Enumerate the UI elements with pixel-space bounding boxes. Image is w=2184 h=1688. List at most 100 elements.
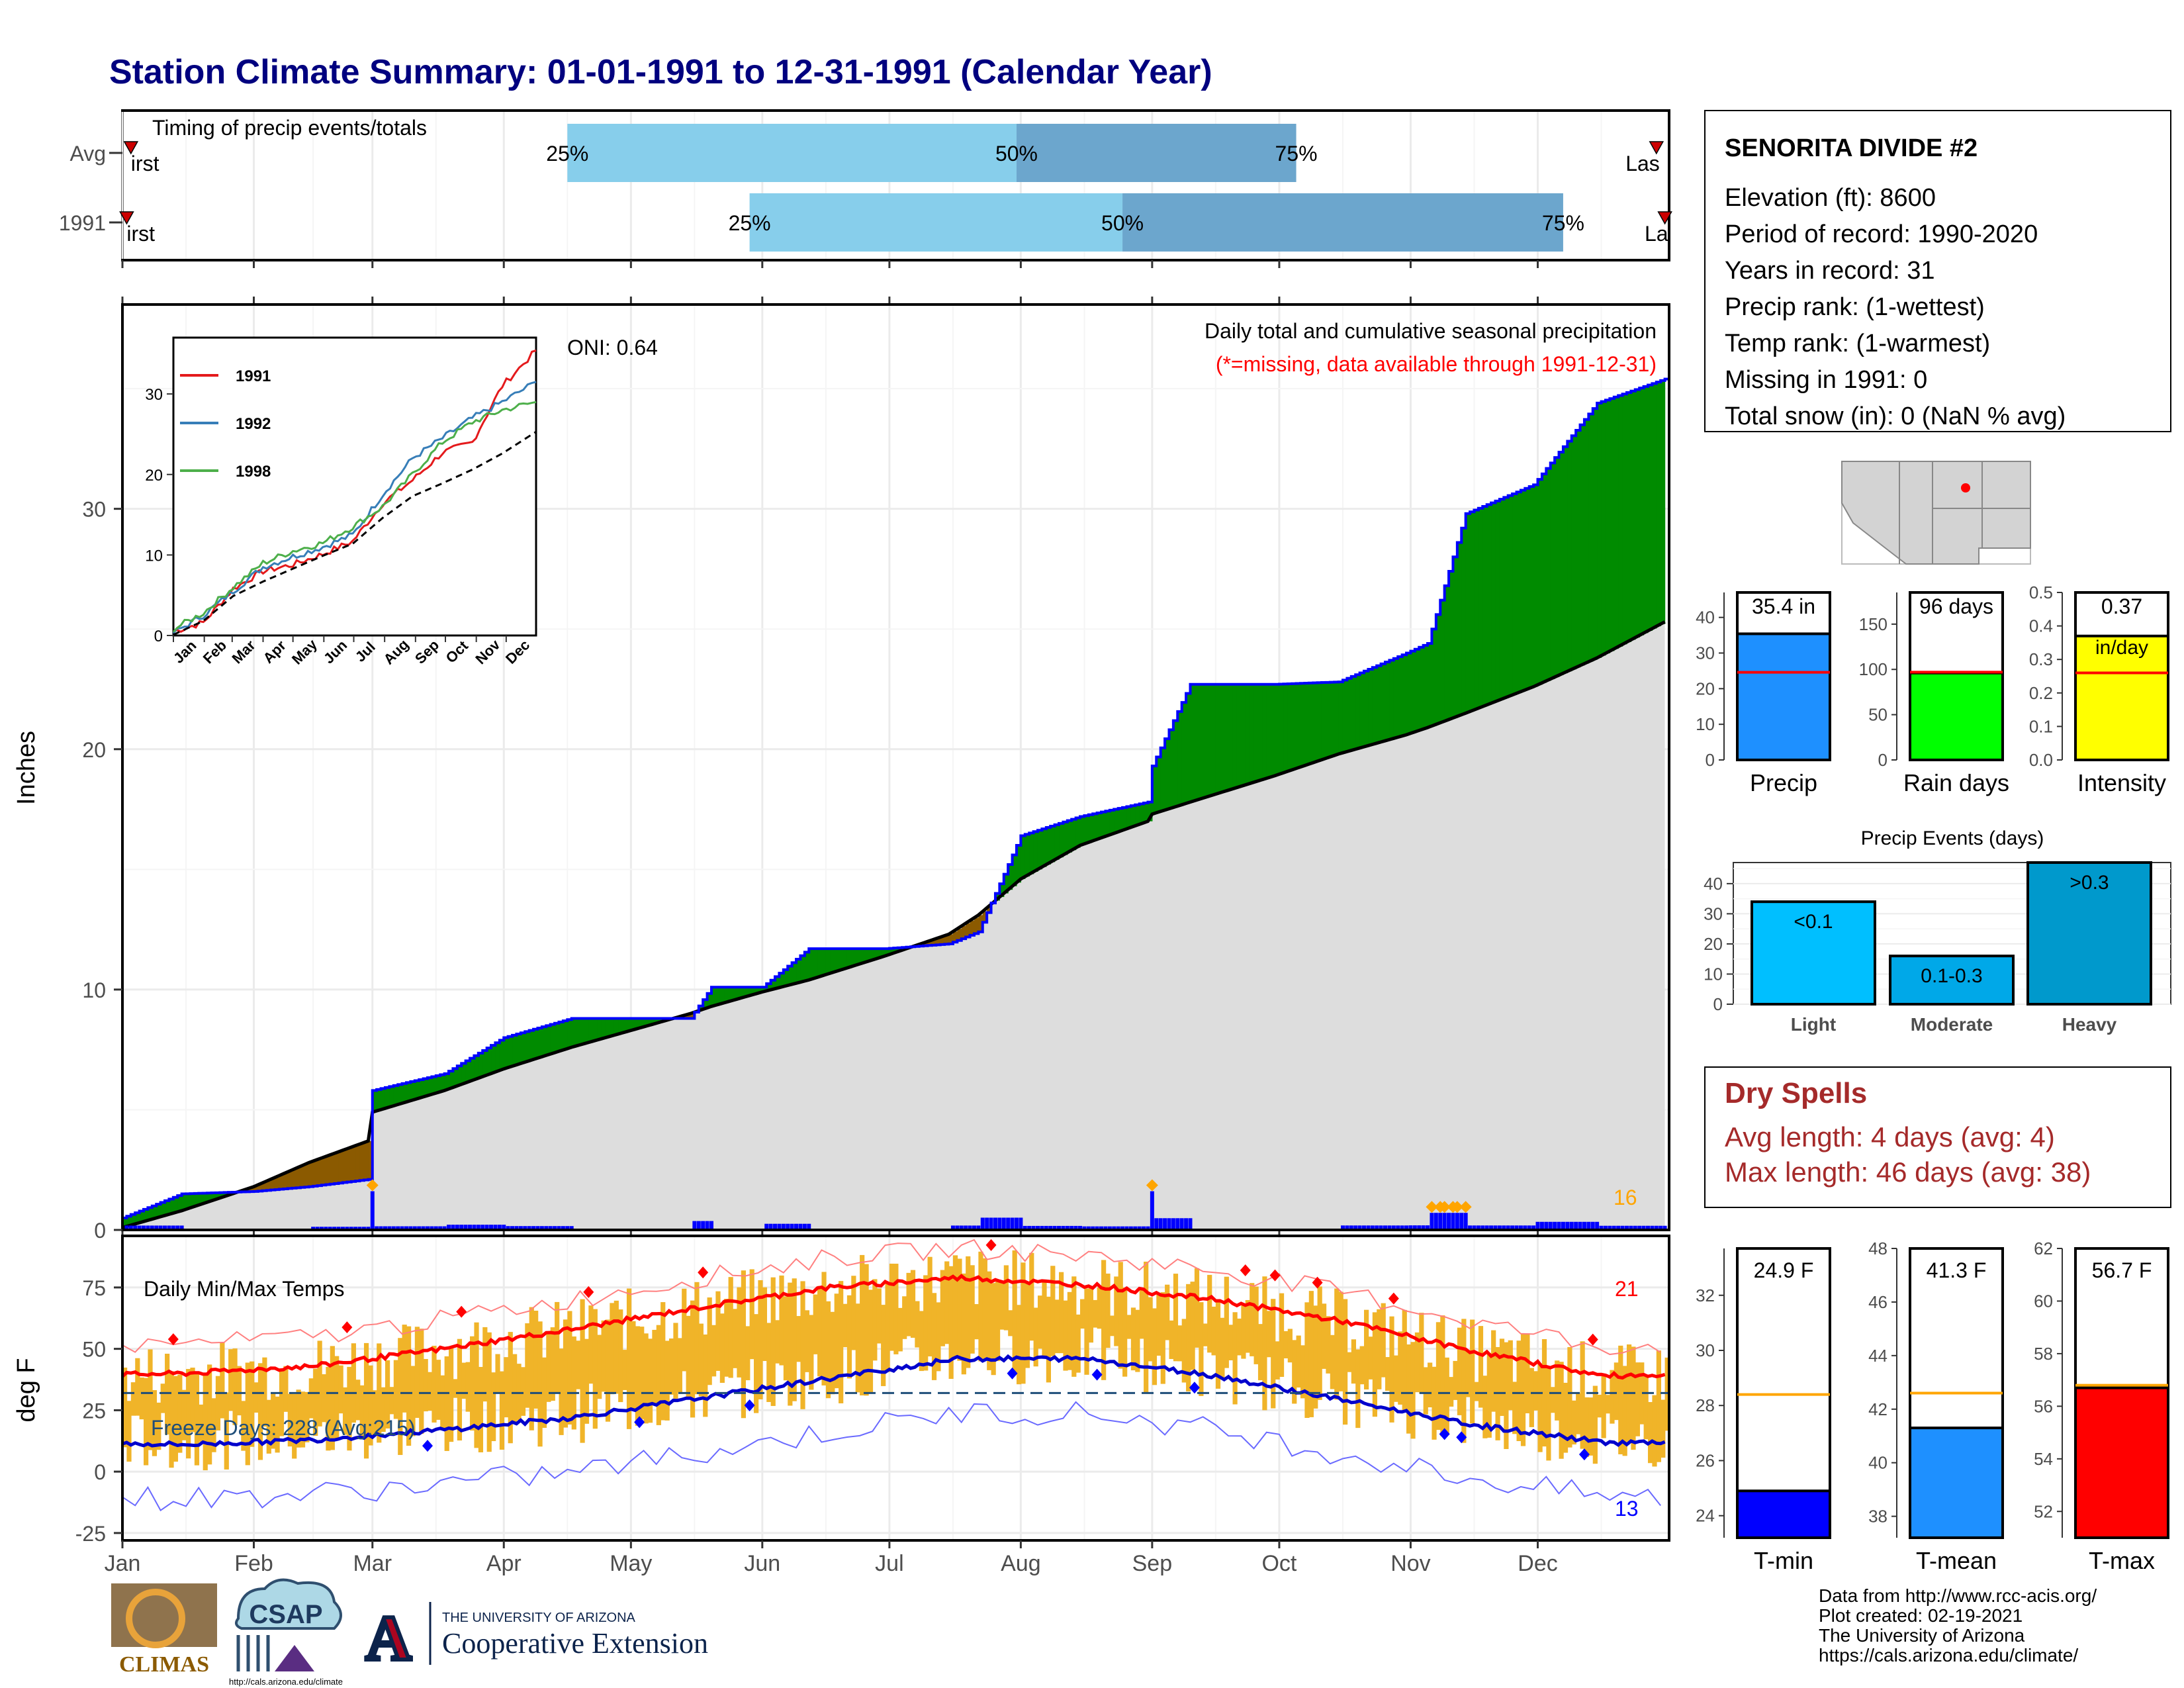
daily-precip-bar — [484, 1225, 489, 1230]
daily-precip-bar — [1133, 1226, 1138, 1230]
daily-precip-bar — [1565, 1221, 1570, 1230]
above-avg-area — [1393, 658, 1398, 739]
mini-bar-tick-label: 150 — [1859, 614, 1888, 634]
daily-temp-bar — [1486, 1352, 1492, 1438]
above-avg-area — [398, 1084, 403, 1105]
daily-precip-bar — [1514, 1225, 1519, 1230]
temp-y-tick-label: 75 — [82, 1276, 106, 1300]
above-avg-area — [1465, 513, 1471, 714]
above-avg-area — [1364, 671, 1369, 747]
daily-precip-bar — [802, 1223, 807, 1230]
above-avg-area — [1130, 806, 1136, 827]
above-avg-area — [1525, 488, 1530, 690]
above-avg-area — [1059, 823, 1064, 858]
daily-temp-bar — [1292, 1340, 1297, 1404]
heavy-precip-marker — [1438, 1201, 1451, 1213]
above-avg-area — [1236, 684, 1242, 788]
above-avg-area — [504, 1037, 509, 1069]
temp-month-label: Jul — [875, 1551, 903, 1576]
station-box — [1704, 110, 2171, 432]
above-avg-area — [1097, 812, 1102, 839]
daily-temp-bar — [631, 1321, 636, 1409]
daily-precip-bar — [137, 1225, 142, 1230]
observed-cumulative-line — [122, 377, 1669, 1219]
dry-spells-title: Dry Spells — [1725, 1077, 1867, 1109]
daily-temp-bar — [1342, 1299, 1348, 1425]
daily-precip-bar — [1137, 1226, 1142, 1230]
daily-temp-bar — [1063, 1300, 1068, 1371]
daily-precip-bar — [548, 1226, 553, 1230]
above-avg-area — [1495, 500, 1500, 702]
daily-precip-bar — [319, 1227, 324, 1230]
daily-temp-bar — [144, 1378, 149, 1466]
above-avg-area — [432, 1076, 437, 1095]
record-low-marker — [1456, 1431, 1467, 1444]
daily-precip-bar — [1040, 1225, 1044, 1230]
daily-temp-bar — [347, 1366, 352, 1451]
daily-temp-bar — [1432, 1366, 1437, 1440]
daily-temp-bar — [533, 1311, 539, 1409]
daily-precip-bar — [1158, 1218, 1163, 1230]
daily-temp-bar — [719, 1313, 725, 1383]
daily-temp-bar — [1537, 1363, 1543, 1452]
daily-precip-bar — [146, 1225, 150, 1230]
daily-temp-bar — [152, 1390, 158, 1456]
daily-precip-bar — [425, 1226, 430, 1230]
mini-bar-value-label: 0.37 — [2101, 594, 2142, 618]
last-event-marker — [1657, 211, 1672, 225]
first-event-marker — [119, 211, 134, 225]
daily-temp-bar — [842, 1303, 848, 1348]
above-avg-area — [1109, 810, 1115, 835]
above-avg-area — [1605, 400, 1610, 653]
timing-bar-q1-q2 — [749, 193, 1123, 252]
freeze-days: Freeze Days: 228 (Avg:215) — [151, 1416, 416, 1440]
temp-frame — [121, 1235, 1670, 1542]
daily-precip-bar — [1027, 1225, 1032, 1230]
daily-temp-bar — [250, 1361, 255, 1447]
daily-precip-bar — [1179, 1218, 1184, 1230]
above-avg-area — [809, 949, 814, 980]
above-avg-area — [800, 955, 805, 982]
daily-precip-bar — [375, 1226, 379, 1230]
daily-precip-bar — [1480, 1225, 1485, 1230]
footer-credit-line: Plot created: 02-19-2021 — [1819, 1605, 2023, 1626]
daily-precip-bar — [158, 1225, 163, 1230]
daily-temp-bar — [737, 1287, 742, 1378]
map-state-borders — [1899, 461, 2030, 564]
above-avg-area — [1300, 683, 1305, 767]
daily-precip-bar — [1408, 1225, 1413, 1230]
above-avg-area — [1050, 825, 1056, 863]
daily-temp-bar — [1211, 1306, 1216, 1356]
daily-temp-bar — [851, 1276, 856, 1350]
daily-temp-bar — [1592, 1385, 1598, 1464]
below-avg-area — [250, 1188, 255, 1192]
daily-precip-bar — [1001, 1217, 1006, 1230]
below-avg-area — [287, 1172, 293, 1189]
daily-precip-bar — [705, 1221, 709, 1230]
daily-precip-bar — [124, 1225, 129, 1230]
mini-bar-tick-label: 20 — [1696, 679, 1715, 698]
daily-temp-bar — [1279, 1293, 1285, 1378]
above-avg-area — [1550, 463, 1555, 679]
daily-temp-bar — [1351, 1339, 1356, 1384]
station-name: SENORITA DIVIDE #2 — [1725, 134, 1978, 162]
above-avg-area — [135, 1213, 140, 1224]
record-max-line — [122, 1239, 1661, 1356]
temp-bar-tick-label: 48 — [1868, 1239, 1888, 1258]
avg-cumulative-line — [122, 620, 1666, 1229]
daily-precip-bar — [527, 1226, 531, 1230]
daily-temp-bar — [126, 1401, 132, 1462]
record-high-marker — [1587, 1333, 1598, 1346]
daily-temp-bar — [449, 1346, 454, 1442]
daily-temp-bar — [1533, 1371, 1539, 1411]
daily-precip-bar — [1349, 1225, 1353, 1230]
daily-temp-bar — [1029, 1252, 1034, 1341]
above-avg-area — [1355, 675, 1361, 749]
daily-temp-bar — [745, 1326, 751, 1381]
above-avg-area — [1372, 667, 1377, 745]
events-y-tick-label: 10 — [1704, 964, 1723, 984]
daily-temp-bar — [207, 1364, 212, 1465]
daily-temp-bar — [766, 1323, 772, 1402]
daily-temp-bar — [1012, 1250, 1017, 1375]
below-avg-area — [275, 1177, 280, 1190]
